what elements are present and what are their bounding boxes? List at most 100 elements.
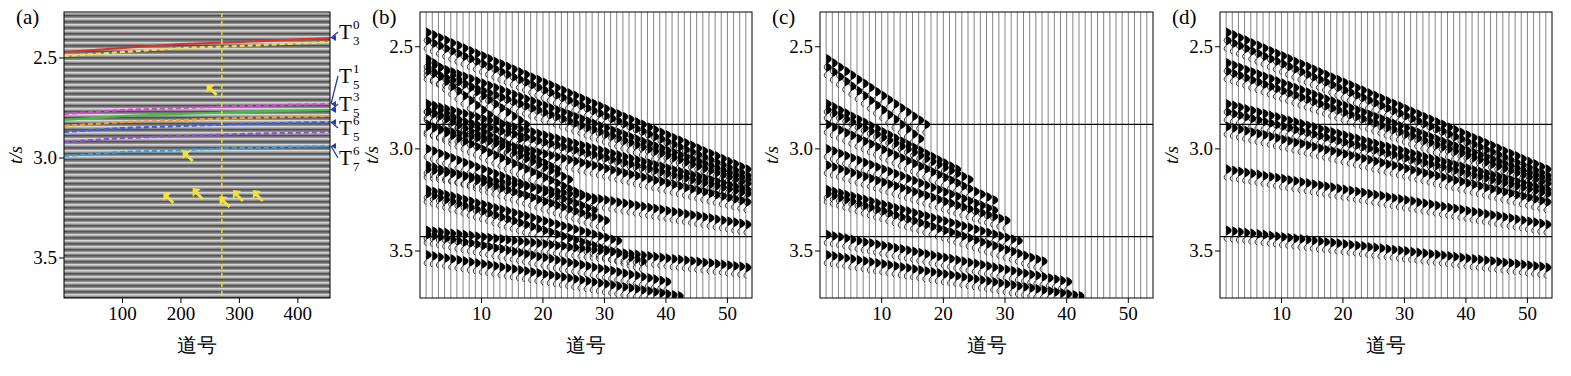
wiggle-lobe <box>525 101 531 111</box>
wiggle-trough <box>837 158 839 164</box>
wiggle-lobe <box>586 192 592 202</box>
wiggle-trough <box>473 185 475 191</box>
wiggle-lobe <box>537 185 543 195</box>
wiggle-trough <box>443 87 445 93</box>
wiggle-lobe <box>919 134 925 144</box>
wiggle-lobe <box>451 197 457 207</box>
wiggle-trough <box>443 176 445 182</box>
wiggle-trough <box>424 170 426 176</box>
wiggle-lobe <box>925 164 931 174</box>
wiggle-lobe <box>592 106 598 116</box>
wiggle-trough <box>861 146 863 152</box>
wiggle-trough <box>424 64 426 70</box>
wiggle-lobe <box>469 126 475 136</box>
wiggle-trough <box>510 226 512 232</box>
wiggle-trough <box>467 64 469 70</box>
wiggle-lobe <box>666 178 672 188</box>
wiggle-lobe <box>432 231 438 241</box>
wiggle-lobe <box>488 260 494 270</box>
wiggle-trough <box>843 161 845 167</box>
wiggle-lobe <box>561 142 567 152</box>
wiggle-trough <box>935 180 937 186</box>
wiggle-trough <box>461 182 463 188</box>
wiggle-lobe <box>580 260 586 270</box>
wiggle-lobe <box>703 164 709 174</box>
wiggle-trough <box>486 98 488 104</box>
wiggle-lobe <box>537 82 543 92</box>
wiggle-lobe <box>598 231 604 241</box>
wiggle-trough <box>516 85 518 91</box>
wiggle-lobe <box>568 233 574 243</box>
wiggle-trough <box>652 214 654 220</box>
wiggle-lobe <box>469 257 475 267</box>
wiggle-lobe <box>697 257 703 267</box>
wiggle-trough <box>547 264 549 270</box>
wiggle-trough <box>436 135 438 141</box>
wiggle-trough <box>713 269 715 275</box>
wiggle-trough <box>467 184 469 190</box>
label-arrowhead <box>331 35 336 41</box>
wiggle-trough <box>898 129 900 135</box>
wiggle-lobe <box>648 129 654 139</box>
wiggle-lobe <box>537 159 543 169</box>
wiggle-lobe <box>611 234 617 244</box>
wiggle-lobe <box>568 95 574 105</box>
wiggle-lobe <box>845 114 851 124</box>
wiggle-trough <box>627 279 629 285</box>
wiggle-trough <box>467 131 469 137</box>
wiggle-lobe <box>839 72 845 82</box>
wiggle-lobe <box>617 116 623 126</box>
wiggle-trough <box>516 125 518 131</box>
wiggle-trough <box>436 158 438 164</box>
wiggle-trough <box>719 270 721 276</box>
wiggle-lobe <box>438 63 444 73</box>
wiggle-trough <box>664 216 666 222</box>
wiggle-lobe <box>475 175 481 185</box>
trace <box>961 12 962 298</box>
horizon <box>64 122 330 132</box>
wiggle-trough <box>436 203 438 209</box>
wiggle-trough <box>455 208 457 214</box>
wiggle-lobe <box>500 212 506 222</box>
wiggle-lobe <box>488 95 494 105</box>
wiggle-lobe <box>457 49 463 59</box>
wiggle-lobe <box>623 198 629 208</box>
wiggle-lobe <box>894 150 900 160</box>
wiggle-lobe <box>525 119 531 129</box>
wiggle-lobe <box>549 189 555 199</box>
wiggle-lobe <box>500 234 506 244</box>
wiggle-lobe <box>445 233 451 243</box>
wiggle-trough <box>541 235 543 241</box>
seismic-image <box>64 12 330 298</box>
wiggle-lobe <box>482 59 488 69</box>
wiggle-lobe <box>432 191 438 201</box>
wiggle-trough <box>547 237 549 243</box>
wiggle-lobe <box>592 150 598 160</box>
wiggle-trough <box>547 280 549 286</box>
wiggle-lobe <box>648 164 654 174</box>
wiggle-trough <box>923 174 925 180</box>
wiggle-lobe <box>561 221 567 231</box>
wiggle-trough <box>449 91 451 97</box>
wiggle-lobe <box>654 175 660 185</box>
wiggle-trough <box>849 163 851 169</box>
wiggle-trough <box>443 138 445 144</box>
wiggle-trough <box>523 129 525 135</box>
trace <box>1097 12 1098 298</box>
wiggle-trough <box>682 265 684 271</box>
trace <box>998 12 999 298</box>
wiggle-trough <box>572 245 574 251</box>
wiggle-trough <box>566 283 568 289</box>
wiggle-lobe <box>586 276 592 286</box>
y-tick <box>415 251 420 252</box>
wiggle-trough <box>590 251 592 257</box>
wiggle-lobe <box>432 123 438 133</box>
wiggle-trough <box>566 267 568 273</box>
wiggle-trough <box>480 69 482 75</box>
wiggle-lobe <box>463 172 469 182</box>
wiggle-lobe <box>672 139 678 149</box>
wiggle-lobe <box>703 257 709 267</box>
wiggle-lobe <box>586 210 592 220</box>
wiggle-trough <box>449 121 451 127</box>
wiggle-trough <box>443 53 445 59</box>
